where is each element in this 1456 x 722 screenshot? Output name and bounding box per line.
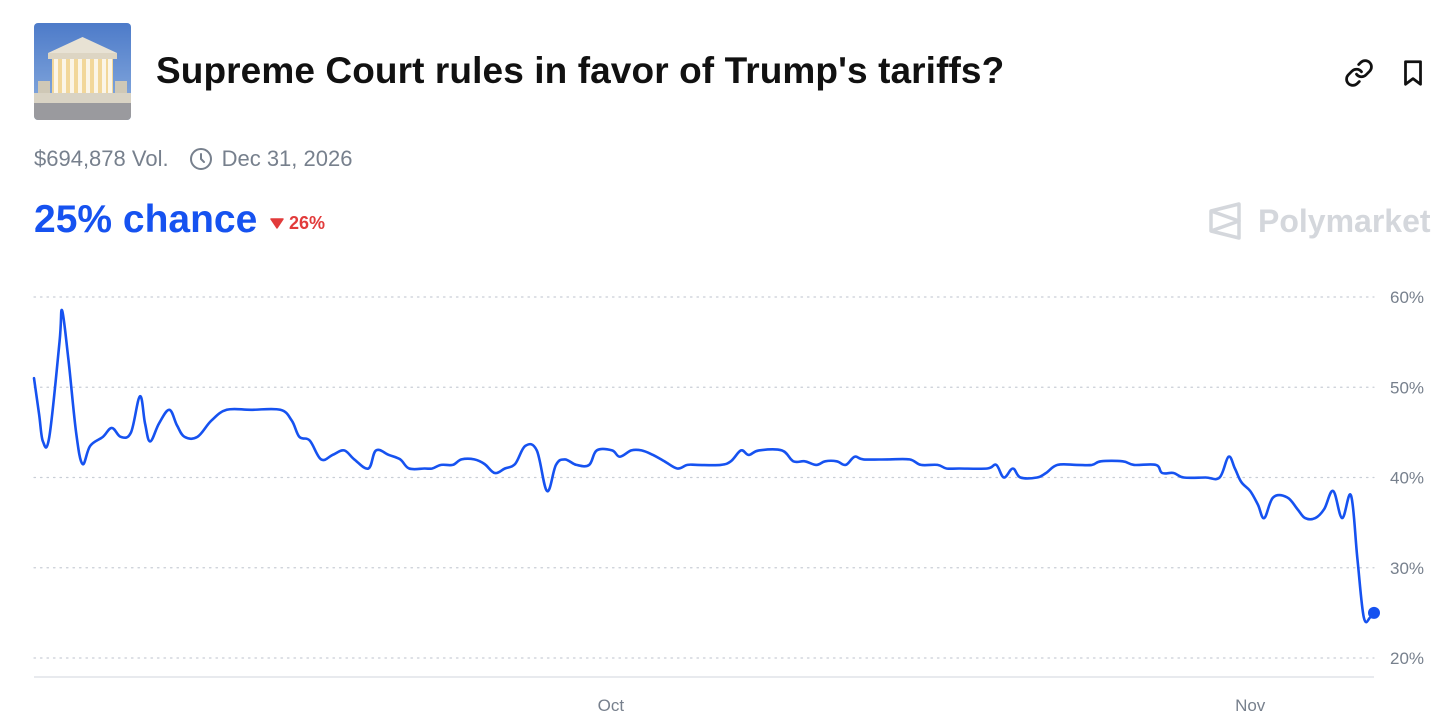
x-tick-label: Oct	[598, 696, 625, 715]
current-value-dot	[1368, 606, 1380, 619]
market-meta: $694,878 Vol. Dec 31, 2026	[34, 146, 352, 172]
y-tick-label: 30%	[1390, 559, 1424, 578]
y-tick-label: 50%	[1390, 378, 1424, 397]
x-tick-label: Nov	[1235, 696, 1266, 715]
brand-name: Polymarket	[1258, 202, 1431, 239]
market-title: Supreme Court rules in favor of Trump's …	[156, 50, 1005, 91]
change-value: 26%	[289, 213, 326, 233]
y-tick-label: 40%	[1390, 469, 1424, 488]
market-thumbnail	[34, 23, 131, 120]
clock-icon	[189, 147, 213, 171]
y-tick-label: 60%	[1390, 288, 1424, 307]
change-badge: 26%	[270, 213, 325, 234]
bookmark-icon[interactable]	[1398, 58, 1428, 88]
series-line	[32, 308, 1376, 624]
triangle-down-icon	[270, 218, 284, 229]
supreme-court-image	[34, 23, 131, 120]
link-icon[interactable]	[1344, 58, 1374, 88]
y-tick-label: 20%	[1390, 649, 1424, 668]
polymarket-logo-icon	[1209, 202, 1241, 240]
end-date-label: Dec 31, 2026	[221, 146, 353, 171]
price-chart: 60% 50% 40% 30% 20% Oct Nov	[32, 288, 1424, 715]
volume-label: $694,878 Vol.	[34, 146, 169, 171]
polymarket-brand: Polymarket	[1208, 202, 1431, 240]
chance-value: 25% chance	[34, 198, 258, 241]
